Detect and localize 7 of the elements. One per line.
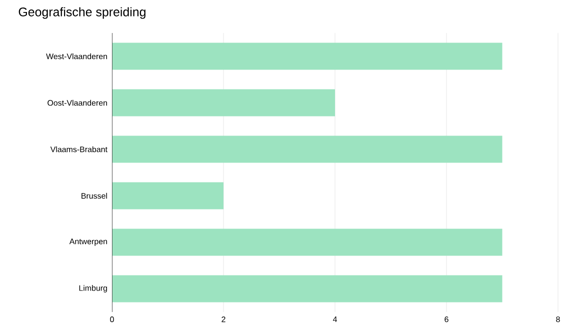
bar: [112, 89, 336, 116]
bar: [112, 42, 502, 70]
bar: [112, 136, 502, 163]
bar: [112, 228, 502, 256]
bar: [112, 182, 224, 210]
bar: [112, 275, 502, 302]
chart-title: Geografische spreiding: [18, 7, 146, 19]
